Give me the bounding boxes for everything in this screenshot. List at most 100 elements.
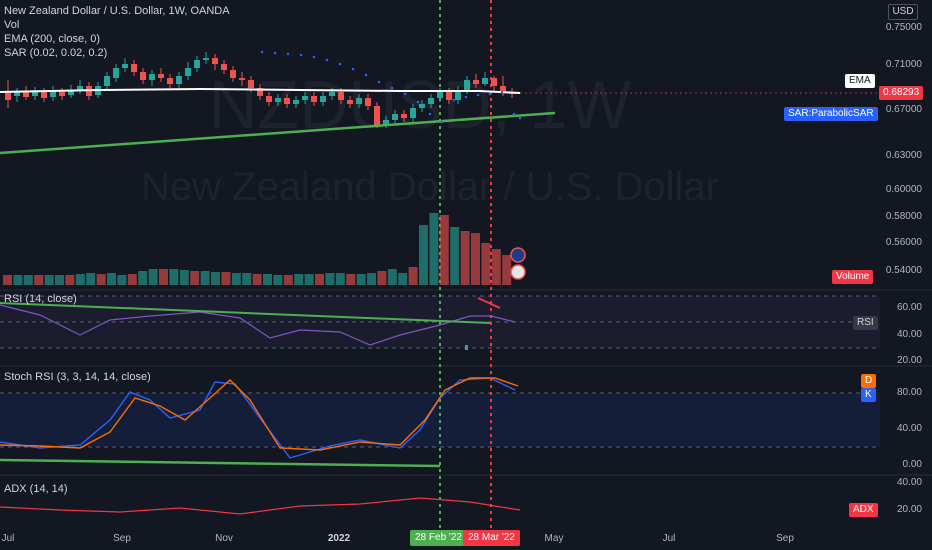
volume-bar — [148, 269, 158, 285]
rsi-title: RSI (14, close) — [4, 293, 77, 305]
rsi-divergence-line — [477, 297, 501, 309]
volume-bar — [502, 255, 512, 285]
volume-bar — [179, 270, 189, 285]
adx-title: ADX (14, 14) — [4, 483, 68, 495]
volume-bar — [491, 249, 501, 285]
legend-ema: EMA (200, close, 0) — [4, 33, 100, 45]
sar-dot — [512, 112, 516, 116]
time-axis-label: 2022 — [327, 533, 351, 544]
sar-dot — [390, 86, 394, 90]
candle-body — [122, 64, 128, 68]
volume-bar — [13, 275, 23, 285]
volume-bar — [294, 274, 304, 285]
adx-axis-label: 20.00 — [896, 504, 922, 515]
rsi-marker — [465, 345, 468, 350]
rsi-line — [0, 304, 516, 346]
price-axis-label: 0.56000 — [885, 237, 922, 248]
adx-line — [0, 497, 521, 515]
volume-bar — [190, 271, 200, 285]
candle-body — [212, 58, 218, 64]
price-axis-label: 0.63000 — [885, 150, 922, 161]
sar-dot — [428, 112, 432, 116]
candle-body — [59, 92, 65, 96]
volume-bar — [450, 227, 460, 285]
sar-dot — [440, 120, 444, 124]
price-axis-label: 0.75000 — [885, 22, 922, 33]
candle-body — [320, 96, 326, 102]
volume-bar — [86, 273, 96, 285]
sar-dot — [377, 80, 381, 84]
candle-body — [311, 96, 317, 102]
sar-dot — [403, 92, 407, 96]
volume-bar — [75, 274, 85, 285]
stoch-title: Stoch RSI (3, 3, 14, 14, close) — [4, 371, 151, 383]
sar-dot — [476, 93, 480, 97]
candle-body — [365, 98, 371, 106]
candle-body — [356, 98, 362, 104]
volume-bar — [471, 233, 480, 285]
volume-bar — [44, 275, 54, 285]
candle-body — [446, 92, 452, 100]
volume-bar — [481, 243, 491, 285]
volume-bar — [231, 273, 241, 285]
price-axis-label: 0.58000 — [885, 211, 922, 222]
legend-vol: Vol — [4, 19, 20, 31]
candle-body — [491, 78, 497, 86]
volume-bar — [346, 274, 356, 285]
volume-bar — [127, 274, 137, 285]
currency-button[interactable]: USD — [888, 4, 918, 20]
candle-body — [32, 91, 38, 96]
time-axis-label: May — [544, 533, 564, 544]
candle-body — [248, 80, 254, 88]
rsi-axis-label: 40.00 — [896, 329, 922, 340]
volume-bar — [419, 225, 428, 285]
candle-body — [140, 72, 146, 80]
volume-bar — [242, 273, 252, 285]
volume-bar — [138, 271, 148, 285]
stoch-axis-label: 40.00 — [896, 423, 922, 434]
candle-body — [104, 76, 110, 86]
time-axis-label: Jul — [1, 533, 15, 544]
sar-dot — [518, 116, 522, 120]
candle-body — [176, 76, 182, 84]
watermark-name: New Zealand Dollar / U.S. Dollar — [141, 165, 719, 209]
candle-body — [50, 91, 56, 97]
candle-body — [347, 100, 353, 104]
volume-bar — [159, 269, 168, 285]
sar-dot — [286, 52, 290, 56]
sar-dot — [260, 50, 264, 54]
stoch-d-tag: D — [861, 374, 877, 388]
volume-bar — [211, 272, 220, 285]
time-axis-label: Nov — [215, 533, 233, 544]
candle-body — [392, 114, 398, 120]
sar-dot — [488, 92, 492, 96]
candle-body — [419, 104, 425, 108]
volume-tag: Volume — [832, 270, 874, 284]
candle-body — [113, 68, 119, 78]
sar-tag: SAR:ParabolicSAR — [784, 107, 878, 121]
rsi-axis-label: 20.00 — [896, 355, 922, 366]
candle-body — [455, 90, 461, 100]
price-axis-label: 0.71000 — [885, 59, 922, 70]
candle-body — [302, 96, 308, 100]
candle-body — [266, 96, 272, 102]
volume-bar — [429, 213, 439, 285]
price-axis-label: 0.60000 — [885, 184, 922, 195]
volume-bar — [460, 231, 470, 285]
candle-body — [167, 78, 173, 84]
volume-bar — [315, 274, 324, 285]
candle-body — [5, 92, 11, 100]
sar-dot — [464, 95, 468, 99]
candle-body — [284, 98, 290, 104]
candle-body — [239, 78, 245, 80]
volume-bar — [55, 275, 64, 285]
volume-bar — [377, 271, 387, 285]
candle-body — [401, 114, 407, 118]
rsi-trend-line — [0, 302, 491, 324]
volume-bar — [23, 275, 33, 285]
volume-bar — [117, 275, 127, 285]
candle-body — [275, 98, 281, 102]
volume-bar — [325, 273, 335, 285]
price-axis-label: 0.67000 — [885, 104, 922, 115]
